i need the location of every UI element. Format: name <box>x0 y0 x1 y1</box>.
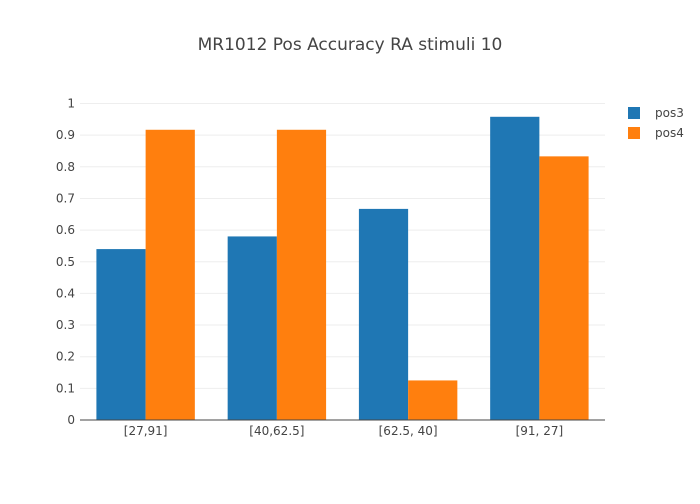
y-tick-label: 1 <box>67 97 75 111</box>
y-tick-label: 0.1 <box>56 381 75 395</box>
legend-swatch <box>628 127 640 139</box>
legend-item-pos4[interactable]: pos4 <box>628 126 684 140</box>
x-axis-ticks: [27,91] [40,62.5] [62.5, 40] [91, 27] <box>124 424 563 438</box>
y-tick-label: 0.3 <box>56 318 75 332</box>
legend-label: pos4 <box>655 126 684 140</box>
y-axis-ticks: 0 0.1 0.2 0.3 0.4 0.5 0.6 0.7 0.8 0.9 1 <box>56 97 75 428</box>
y-tick-label: 0.6 <box>56 223 75 237</box>
bar-pos4-2[interactable] <box>408 380 458 420</box>
legend-label: pos3 <box>655 106 684 120</box>
y-tick-label: 0.5 <box>56 255 75 269</box>
x-tick-label: [62.5, 40] <box>379 424 438 438</box>
y-tick-label: 0.8 <box>56 160 75 174</box>
y-tick-label: 0.7 <box>56 191 75 205</box>
bar-pos4-1[interactable] <box>276 129 327 420</box>
y-tick-label: 0.9 <box>56 128 75 142</box>
legend-item-pos3[interactable]: pos3 <box>628 106 684 120</box>
bar-pos4-0[interactable] <box>145 129 195 420</box>
x-tick-label: [91, 27] <box>516 424 564 438</box>
bar-pos3-0[interactable] <box>96 249 146 420</box>
bar-pos4-3[interactable] <box>539 156 589 420</box>
bar-pos3-3[interactable] <box>490 116 540 420</box>
bar-pos3-1[interactable] <box>227 236 277 420</box>
y-tick-label: 0.4 <box>56 286 75 300</box>
y-tick-label: 0 <box>67 413 75 427</box>
bar-pos3-2[interactable] <box>358 208 409 420</box>
bars <box>96 116 589 420</box>
legend-swatch <box>628 107 640 119</box>
y-tick-label: 0.2 <box>56 350 75 364</box>
legend[interactable]: pos3 pos4 <box>628 106 684 140</box>
chart-title: MR1012 Pos Accuracy RA stimuli 10 <box>198 35 503 55</box>
x-tick-label: [40,62.5] <box>249 424 304 438</box>
x-tick-label: [27,91] <box>124 424 168 438</box>
